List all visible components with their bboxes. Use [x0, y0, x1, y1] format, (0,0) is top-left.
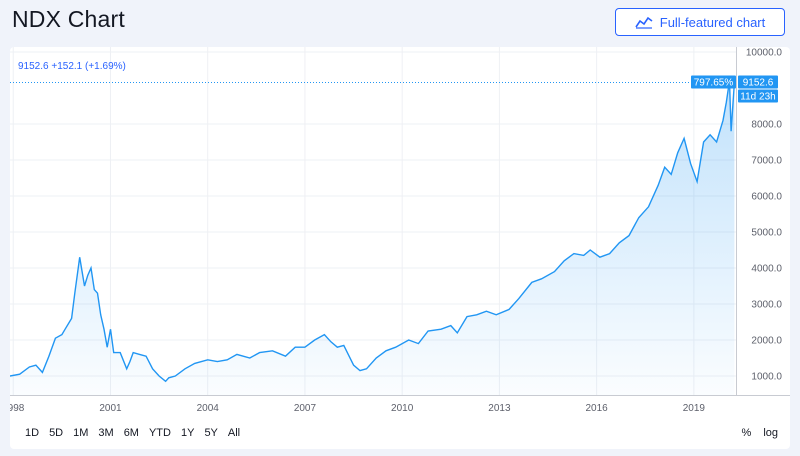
- x-tick-label: 2010: [391, 403, 414, 414]
- y-tick-label: 2000.0: [751, 336, 782, 347]
- range-ytd-button[interactable]: YTD: [148, 427, 171, 439]
- x-tick-label: 2013: [488, 403, 511, 414]
- y-tick-label: 3000.0: [751, 300, 782, 311]
- range-selector: 1D 5D 1M 3M 6M YTD 1Y 5Y All: [20, 424, 245, 442]
- range-all-button[interactable]: All: [227, 427, 241, 439]
- log-scale-button[interactable]: log: [763, 427, 778, 439]
- y-tick-label: 7000.0: [751, 156, 782, 167]
- y-axis: 1000.0 2000.0 3000.0 4000.0 5000.0 6000.0 7000…: [746, 48, 783, 383]
- x-tick-label: 2001: [99, 403, 122, 414]
- y-tick-label: 10000.0: [746, 48, 783, 59]
- x-axis: 1998 2001 2004 2007 2010 2013 2016 2019: [10, 403, 705, 414]
- percent-tag: 797.65%: [691, 75, 736, 89]
- countdown-tag: 11d 23h: [738, 89, 778, 103]
- y-tick-label: 8000.0: [751, 120, 782, 131]
- countdown-tag-text: 11d 23h: [740, 92, 775, 103]
- scale-selector: % log: [738, 424, 782, 442]
- price-tag-text: 9152.6: [743, 78, 774, 89]
- x-tick-label: 1998: [10, 403, 25, 414]
- y-tick-label: 6000.0: [751, 192, 782, 203]
- price-legend: 9152.6 +152.1 (+1.69%): [18, 61, 126, 72]
- x-tick-label: 2007: [294, 403, 317, 414]
- y-tick-label: 1000.0: [751, 372, 782, 383]
- x-tick-label: 2004: [197, 403, 220, 414]
- percent-tag-text: 797.65%: [694, 78, 734, 89]
- price-chart[interactable]: 1998 2001 2004 2007 2010 2013 2016 2019 1000.0 2…: [10, 47, 790, 417]
- chart-line-icon: [635, 16, 653, 29]
- full-featured-chart-button[interactable]: Full-featured chart: [615, 8, 785, 36]
- series-line: [10, 80, 736, 383]
- y-tick-label: 4000.0: [751, 264, 782, 275]
- full-featured-chart-label: Full-featured chart: [659, 14, 766, 30]
- percent-scale-button[interactable]: %: [741, 427, 752, 439]
- grid: [10, 47, 790, 396]
- range-5y-button[interactable]: 5Y: [204, 427, 218, 439]
- chart-card: 1998 2001 2004 2007 2010 2013 2016 2019 1000.0 2…: [10, 47, 790, 449]
- series-area: [10, 80, 735, 396]
- range-1y-button[interactable]: 1Y: [180, 427, 195, 439]
- range-1m-button[interactable]: 1M: [73, 427, 89, 439]
- range-1d-button[interactable]: 1D: [25, 427, 40, 439]
- y-tick-label: 5000.0: [751, 228, 782, 239]
- range-3m-button[interactable]: 3M: [98, 427, 114, 439]
- x-tick-label: 2016: [586, 403, 609, 414]
- range-6m-button[interactable]: 6M: [123, 427, 139, 439]
- x-tick-label: 2019: [683, 403, 706, 414]
- page-title: NDX Chart: [12, 6, 125, 32]
- price-tag: 9152.6: [738, 75, 778, 89]
- range-5d-button[interactable]: 5D: [49, 427, 64, 439]
